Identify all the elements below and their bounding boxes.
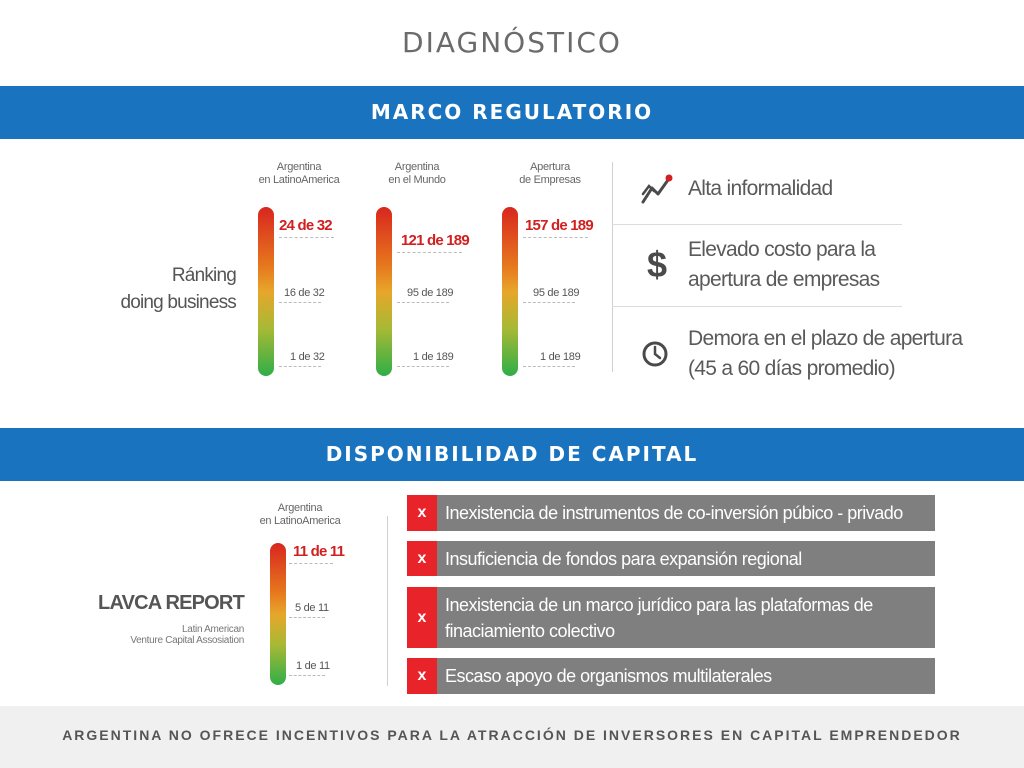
column-header-lavca: Argentina en LatinoAmerica (259, 502, 341, 527)
ranking-bottom-apertura: 1 de 189 (540, 351, 581, 363)
ranking-mid-apertura: 95 de 189 (533, 287, 580, 299)
feature-alta-informalidad: Alta informalidad (640, 172, 833, 206)
section-band-marco-regulatorio: MARCO REGULATORIO (0, 86, 1024, 139)
ranking-value-apertura: 157 de 189 (525, 217, 594, 234)
section-band-disponibilidad-capital: DISPONIBILIDAD DE CAPITAL (0, 428, 1024, 481)
divider (387, 516, 388, 686)
ranking-mid-mundo: 95 de 189 (407, 287, 454, 299)
footer-bar (0, 706, 1024, 768)
footer-text: ARGENTINA NO OFRECE INCENTIVOS PARA LA A… (62, 727, 962, 743)
feature-elevado-costo: $ Elevado costo para la apertura de empr… (640, 235, 880, 295)
ranking-bar-apertura (502, 207, 518, 376)
x-mark-icon: x (407, 541, 437, 576)
trend-chart-icon (640, 172, 674, 206)
feature-demora-plazo: Demora en el plazo de apertura (45 a 60 … (640, 324, 963, 384)
issue-item: x Insuficiencia de fondos para expansión… (407, 541, 935, 576)
page-title: DIAGNÓSTICO (402, 26, 622, 59)
ranking-value-mundo: 121 de 189 (401, 232, 470, 249)
clock-icon (640, 337, 674, 371)
ranking-bottom-latam: 1 de 32 (290, 351, 325, 363)
divider (612, 162, 613, 372)
issue-item: x Escaso apoyo de organismos multilatera… (407, 658, 935, 694)
ranking-value-latam: 24 de 32 (279, 217, 333, 234)
column-header-apertura: Apertura de Empresas (519, 161, 581, 186)
x-mark-icon: x (407, 587, 437, 648)
ranking-value-lavca: 11 de 11 (293, 543, 345, 560)
ranking-bottom-lavca: 1 de 11 (296, 660, 330, 672)
ranking-bar-latam (258, 207, 274, 376)
ranking-label: Ránking doing business (120, 265, 236, 313)
issue-item: x Inexistencia de instrumentos de co-inv… (407, 495, 935, 531)
ranking-bar-mundo (376, 207, 392, 376)
ranking-bar-lavca (270, 543, 286, 685)
ranking-mid-latam: 16 de 32 (284, 287, 325, 299)
ranking-mid-lavca: 5 de 11 (295, 602, 329, 614)
column-header-latam: Argentina en LatinoAmerica (258, 161, 340, 186)
column-header-mundo: Argentina en el Mundo (388, 161, 446, 186)
dollar-icon: $ (646, 244, 668, 285)
lavca-report-subtitle: Latin American Venture Capital Assosiati… (130, 624, 244, 646)
x-mark-icon: x (407, 658, 437, 694)
issue-item: x Inexistencia de un marco jurídico para… (407, 587, 935, 648)
x-mark-icon: x (407, 495, 437, 531)
lavca-report-title: LAVCA REPORT (98, 592, 245, 614)
ranking-bottom-mundo: 1 de 189 (413, 351, 454, 363)
